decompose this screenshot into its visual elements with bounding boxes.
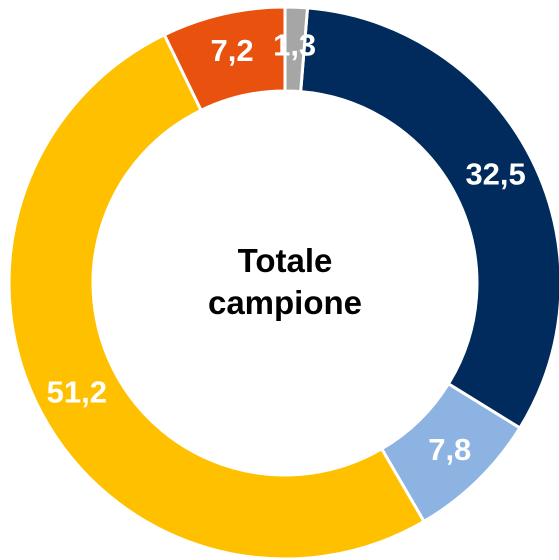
slice	[7, 32, 427, 560]
data-label: 7,8	[428, 432, 471, 467]
slice	[283, 5, 310, 94]
chart-title: Totale campione	[207, 242, 363, 321]
data-label: 51,2	[47, 374, 107, 409]
data-label: 7,2	[211, 33, 254, 68]
data-label: 1,3	[273, 27, 316, 62]
slice	[299, 6, 559, 431]
data-label: 32,5	[465, 157, 525, 192]
